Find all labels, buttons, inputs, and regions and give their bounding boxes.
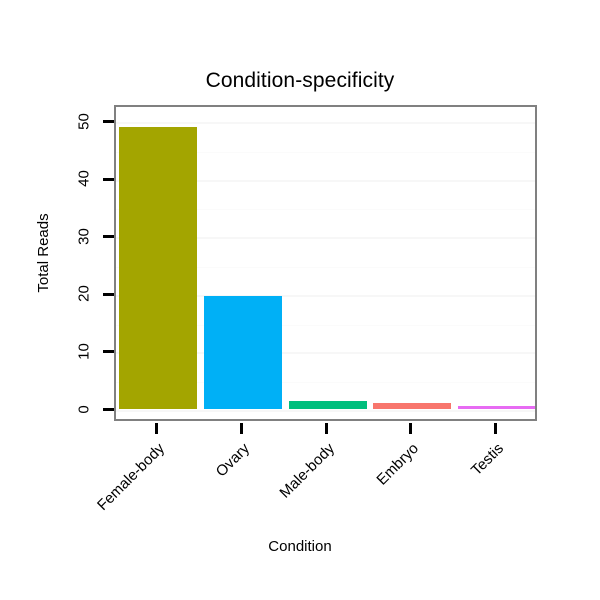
gridline-minor <box>116 209 535 211</box>
x-axis-title: Condition <box>268 538 332 555</box>
gridline-major <box>116 410 535 412</box>
y-tick-label-wrap: 50 <box>68 111 98 131</box>
gridline-major <box>116 237 535 240</box>
y-tick-label-wrap: 10 <box>68 341 98 361</box>
y-tick-mark <box>103 120 114 123</box>
chart-title: Condition-specificity <box>205 69 395 92</box>
bar-embryo <box>373 402 452 409</box>
x-tick-mark <box>239 423 243 434</box>
gridline-major <box>116 122 535 124</box>
y-tick-mark <box>103 292 114 296</box>
y-tick-mark <box>103 408 114 411</box>
gridline-major <box>116 179 535 182</box>
y-tick-mark <box>103 350 114 354</box>
y-tick-label-wrap: 30 <box>68 226 98 246</box>
bar-ovary <box>203 295 282 409</box>
gridline-major <box>116 352 535 355</box>
x-tick-label-embryo: Embryo <box>373 440 423 489</box>
y-tick-label: 0 <box>75 404 93 414</box>
y-tick-label: 30 <box>75 227 93 245</box>
gridline-minor <box>116 267 535 268</box>
x-tick-mark <box>155 423 159 434</box>
bar-female-body <box>119 126 198 409</box>
x-tick-label-male-body: Male-body <box>275 440 338 502</box>
bar-male-body <box>288 400 367 409</box>
x-tick-label-ovary: Ovary <box>212 440 253 481</box>
y-tick-label-wrap: 20 <box>68 284 98 304</box>
gridline-major <box>116 294 535 297</box>
y-tick-label: 40 <box>75 170 93 187</box>
y-tick-label: 20 <box>75 285 93 303</box>
plot-panel <box>114 105 537 421</box>
y-tick-label-wrap: 0 <box>68 399 98 419</box>
y-tick-label: 10 <box>75 343 93 360</box>
x-tick-label-female-body: Female-body <box>94 440 169 514</box>
y-tick-mark <box>103 177 114 181</box>
gridline-minor <box>116 324 535 326</box>
bar-testis <box>457 406 535 409</box>
x-tick-mark <box>324 423 328 434</box>
gridline-minor <box>116 382 535 384</box>
y-tick-mark <box>103 235 114 239</box>
x-tick-label-testis: Testis <box>467 440 507 480</box>
plot-area <box>116 107 535 419</box>
x-tick-mark <box>493 423 497 434</box>
x-tick-mark <box>409 423 413 434</box>
y-axis-title: Total Reads <box>35 213 52 293</box>
y-tick-label-wrap: 40 <box>68 169 98 189</box>
gridline-minor <box>116 151 535 153</box>
y-tick-label: 50 <box>75 112 93 130</box>
